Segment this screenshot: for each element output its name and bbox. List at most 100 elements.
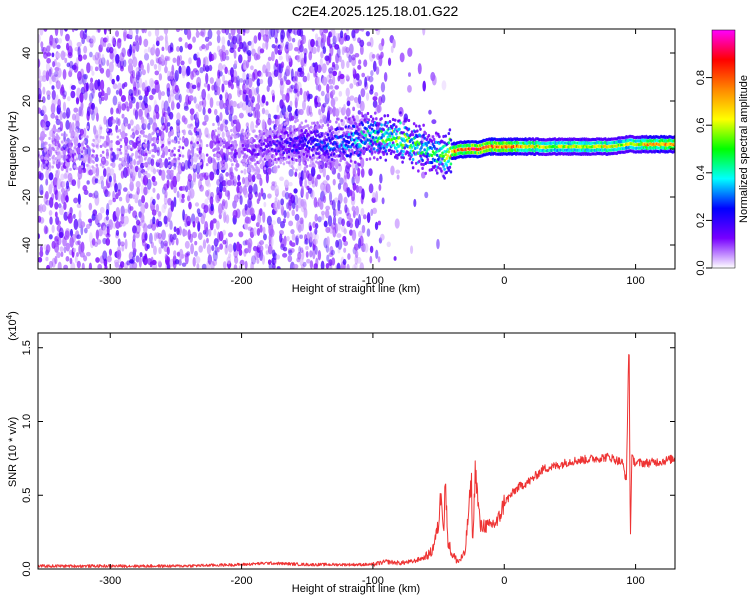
heatmap-cell [137,199,142,207]
heatmap-cell [247,40,252,46]
heatmap-cell [316,156,319,160]
heatmap-cell [227,39,231,47]
heatmap-cell [331,130,335,134]
heatmap-cell [285,50,289,62]
heatmap-frame [37,28,676,270]
heatmap-cell [351,151,355,155]
heatmap-x-tick-label: -100 [362,275,384,287]
heatmap-cell [348,135,352,139]
heatmap-cell [167,56,171,62]
heatmap-cell [394,146,398,150]
heatmap-cell [428,109,432,115]
heatmap-cell [151,259,157,266]
heatmap-cell [368,75,374,83]
heatmap-cell [82,159,86,163]
heatmap-cell [147,104,152,113]
heatmap-cell [101,165,105,169]
heatmap-cell [358,153,361,157]
heatmap-cell [368,133,372,138]
heatmap-cell [39,245,43,254]
heatmap-cell [230,83,234,90]
heatmap-cell [105,209,110,216]
heatmap-cell [131,140,134,144]
heatmap-cell [337,199,341,212]
heatmap-cell [317,250,322,261]
heatmap-cell [166,179,170,189]
heatmap-cell [82,185,88,192]
heatmap-cell [328,119,332,124]
heatmap-cell [327,165,331,169]
heatmap-cell [93,241,99,248]
heatmap-cell [118,167,122,171]
heatmap-cell [181,262,187,267]
heatmap-cell [241,136,245,140]
heatmap-cell [48,164,51,168]
heatmap-cell [337,238,343,250]
heatmap-cell [192,220,196,228]
snr-x-tick-label: -300 [99,575,121,587]
heatmap-x-axis-label: Height of straight line (km) [292,283,420,295]
heatmap-cell [258,192,261,202]
heatmap-cell [274,157,277,162]
heatmap-cell [420,162,423,166]
heatmap-cell [407,127,411,131]
heatmap-cell [60,251,64,258]
heatmap-cell [199,147,203,151]
heatmap-cell [171,129,174,133]
heatmap-cell [296,233,301,239]
heatmap-cell [95,154,99,158]
heatmap-cell [371,53,376,59]
heatmap-cell [79,92,84,103]
heatmap-cell [436,238,440,250]
heatmap-cell [288,169,294,177]
heatmap-cell [73,165,77,169]
heatmap-cell [388,120,392,124]
heatmap-cell [97,263,103,269]
heatmap-cell [430,153,434,158]
heatmap-cell [357,136,360,140]
heatmap-cell [132,41,137,47]
heatmap-cell [287,248,292,254]
heatmap-cell [232,119,238,125]
heatmap-cell [282,246,288,252]
heatmap-cell [103,29,107,35]
heatmap-cell [178,65,182,75]
heatmap-cell [194,202,200,207]
heatmap-cell [303,166,307,174]
heatmap-cell [370,151,374,155]
heatmap-cell [65,155,68,159]
heatmap-cell [398,144,401,148]
heatmap-cell [410,161,414,165]
heatmap-cell [328,138,332,143]
heatmap-cell [95,144,99,148]
heatmap-cell [110,155,113,159]
heatmap-cell [421,158,424,163]
heatmap-cell [173,226,177,233]
heatmap-cell [407,118,411,123]
heatmap-cell [243,158,247,162]
heatmap-cell [304,178,308,189]
heatmap-cell [345,46,350,54]
heatmap-cell [273,181,277,188]
heatmap-cell [360,111,363,115]
heatmap-cell [289,144,293,148]
heatmap-cell [106,148,109,153]
heatmap-cell [118,129,122,133]
heatmap-cell [290,229,295,235]
heatmap-cell [306,72,310,82]
heatmap-cell [166,122,171,127]
heatmap-cell [402,149,405,154]
heatmap-cell [212,218,217,224]
heatmap-cell [328,67,334,74]
heatmap-cell [212,131,215,135]
heatmap-cell [416,129,419,133]
heatmap-cell [430,139,434,143]
heatmap-cell [276,216,282,225]
heatmap-cell [132,76,138,88]
heatmap-cell [364,140,368,144]
heatmap-cell [117,101,122,107]
heatmap-cell [224,66,228,75]
heatmap-cell [197,104,202,112]
